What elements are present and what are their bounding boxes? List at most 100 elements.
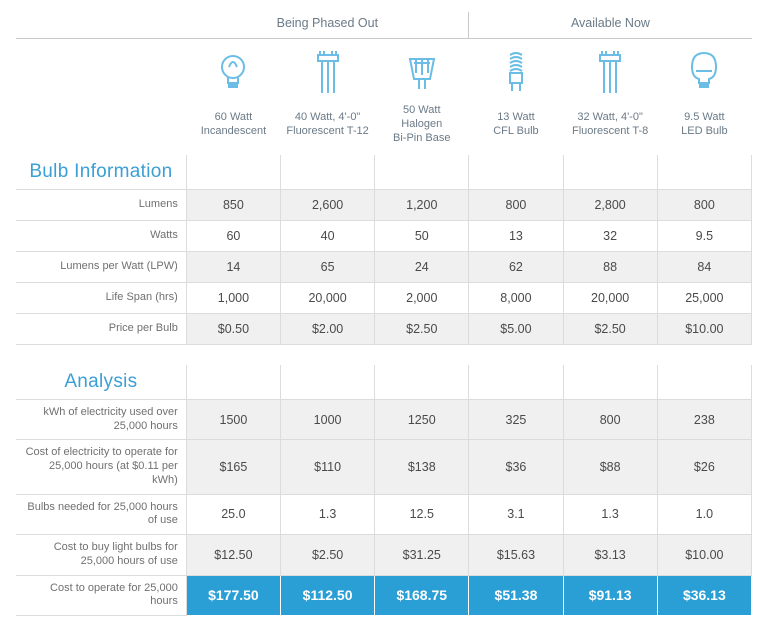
cell-value: $0.50 xyxy=(186,314,280,345)
section-row: Bulb Information xyxy=(16,155,752,190)
fluorescent-t8-icon xyxy=(563,39,657,102)
cell-value: 850 xyxy=(186,190,280,221)
cell-value: 238 xyxy=(657,399,751,440)
bulb-title: 40 Watt, 4'-0"Fluorescent T-12 xyxy=(281,102,375,155)
cell-value: $2.50 xyxy=(375,314,469,345)
cell-value: 60 xyxy=(186,221,280,252)
row-label: kWh of electricity used over 25,000 hour… xyxy=(16,399,186,440)
table-row: Cost to buy light bulbs for 25,000 hours… xyxy=(16,535,752,576)
cell-value: $2.00 xyxy=(281,314,375,345)
cell-value: $112.50 xyxy=(281,575,375,616)
fluorescent-t12-icon xyxy=(281,39,375,102)
comparison-table: Being Phased Out Available Now 60 WattIn… xyxy=(16,12,752,616)
row-label: Cost to buy light bulbs for 25,000 hours… xyxy=(16,535,186,576)
cell-value: 20,000 xyxy=(563,283,657,314)
section-analysis: Analysis xyxy=(16,365,186,400)
cell-value: 12.5 xyxy=(375,494,469,535)
cell-value: $110 xyxy=(281,440,375,494)
table-row: Price per Bulb$0.50$2.00$2.50$5.00$2.50$… xyxy=(16,314,752,345)
bulb-icons-row xyxy=(16,39,752,102)
cfl-icon xyxy=(469,39,563,102)
bulb-title: 32 Watt, 4'-0"Fluorescent T-8 xyxy=(563,102,657,155)
bulb-title: 50 WattHalogenBi-Pin Base xyxy=(375,102,469,155)
cell-value: $3.13 xyxy=(563,535,657,576)
table-row: Watts60405013329.5 xyxy=(16,221,752,252)
cell-value: 9.5 xyxy=(657,221,751,252)
cell-value: 1.0 xyxy=(657,494,751,535)
cell-value: $2.50 xyxy=(563,314,657,345)
cell-value: 800 xyxy=(563,399,657,440)
cell-value: 2,800 xyxy=(563,190,657,221)
cell-value: $2.50 xyxy=(281,535,375,576)
cell-value: 1.3 xyxy=(563,494,657,535)
table-row: kWh of electricity used over 25,000 hour… xyxy=(16,399,752,440)
group-available: Available Now xyxy=(469,12,752,39)
table-row: Bulbs needed for 25,000 hours of use25.0… xyxy=(16,494,752,535)
row-label: Life Span (hrs) xyxy=(16,283,186,314)
cell-value: 1500 xyxy=(186,399,280,440)
section-row: Analysis xyxy=(16,365,752,400)
cell-value: 1,200 xyxy=(375,190,469,221)
cell-value: 62 xyxy=(469,252,563,283)
cell-value: 1000 xyxy=(281,399,375,440)
cell-value: 88 xyxy=(563,252,657,283)
cell-value: 3.1 xyxy=(469,494,563,535)
bulb-title: 9.5 WattLED Bulb xyxy=(657,102,751,155)
cell-value: 50 xyxy=(375,221,469,252)
incandescent-icon xyxy=(186,39,280,102)
section-bulb-info: Bulb Information xyxy=(16,155,186,190)
bulb-title: 60 WattIncandescent xyxy=(186,102,280,155)
cell-value: 8,000 xyxy=(469,283,563,314)
cell-value: $15.63 xyxy=(469,535,563,576)
cell-value: 1.3 xyxy=(281,494,375,535)
row-label: Price per Bulb xyxy=(16,314,186,345)
cell-value: 800 xyxy=(657,190,751,221)
table-row: Cost to operate for 25,000 hours$177.50$… xyxy=(16,575,752,616)
cell-value: 25.0 xyxy=(186,494,280,535)
cell-value: 1250 xyxy=(375,399,469,440)
table-row: Life Span (hrs)1,00020,0002,0008,00020,0… xyxy=(16,283,752,314)
table-row: Lumens8502,6001,2008002,800800 xyxy=(16,190,752,221)
cell-value: 2,600 xyxy=(281,190,375,221)
cell-value: $10.00 xyxy=(657,314,751,345)
cell-value: 32 xyxy=(563,221,657,252)
cell-value: $36 xyxy=(469,440,563,494)
cell-value: $165 xyxy=(186,440,280,494)
cell-value: 84 xyxy=(657,252,751,283)
cell-value: $177.50 xyxy=(186,575,280,616)
table-row: Lumens per Watt (LPW)146524628884 xyxy=(16,252,752,283)
cell-value: $10.00 xyxy=(657,535,751,576)
table-row: Cost of electricity to operate for 25,00… xyxy=(16,440,752,494)
group-phased-out: Being Phased Out xyxy=(186,12,469,39)
cell-value: 25,000 xyxy=(657,283,751,314)
row-label: Lumens xyxy=(16,190,186,221)
cell-value: $91.13 xyxy=(563,575,657,616)
cell-value: $138 xyxy=(375,440,469,494)
cell-value: $168.75 xyxy=(375,575,469,616)
bulb-title: 13 WattCFL Bulb xyxy=(469,102,563,155)
cell-value: $51.38 xyxy=(469,575,563,616)
cell-value: 2,000 xyxy=(375,283,469,314)
cell-value: 14 xyxy=(186,252,280,283)
cell-value: $26 xyxy=(657,440,751,494)
cell-value: 24 xyxy=(375,252,469,283)
row-label: Lumens per Watt (LPW) xyxy=(16,252,186,283)
cell-value: $88 xyxy=(563,440,657,494)
cell-value: 800 xyxy=(469,190,563,221)
cell-value: 20,000 xyxy=(281,283,375,314)
cell-value: $12.50 xyxy=(186,535,280,576)
led-icon xyxy=(657,39,751,102)
row-label: Watts xyxy=(16,221,186,252)
cell-value: 13 xyxy=(469,221,563,252)
row-label: Bulbs needed for 25,000 hours of use xyxy=(16,494,186,535)
bulb-titles-row: 60 WattIncandescent 40 Watt, 4'-0"Fluore… xyxy=(16,102,752,155)
cell-value: 40 xyxy=(281,221,375,252)
cell-value: 65 xyxy=(281,252,375,283)
cell-value: 325 xyxy=(469,399,563,440)
cell-value: $31.25 xyxy=(375,535,469,576)
group-header-row: Being Phased Out Available Now xyxy=(16,12,752,39)
cell-value: $5.00 xyxy=(469,314,563,345)
bulb-comparison-table: Being Phased Out Available Now 60 WattIn… xyxy=(16,12,752,616)
cell-value: $36.13 xyxy=(657,575,751,616)
halogen-icon xyxy=(375,39,469,102)
